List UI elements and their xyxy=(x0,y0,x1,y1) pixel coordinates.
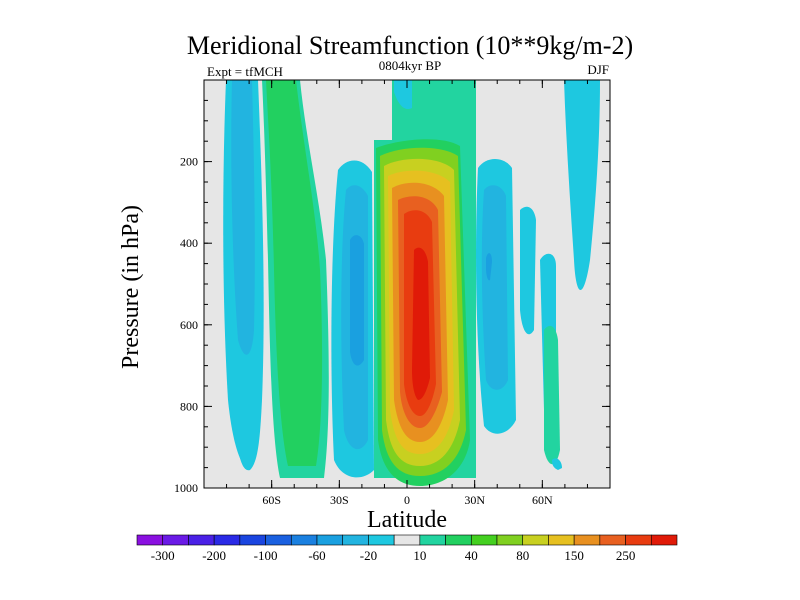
axis-ticks: 60S 30S 0 30N 60N 200 400 600 800 1000 xyxy=(174,80,610,507)
colorbar-box xyxy=(496,534,524,546)
y-tick-label: 400 xyxy=(180,236,198,250)
season-label: DJF xyxy=(587,62,609,77)
contour-cell-top xyxy=(392,80,476,150)
y-tick-label: 800 xyxy=(180,399,198,413)
y-tick-label: 600 xyxy=(180,318,198,332)
colorbar-box xyxy=(548,534,575,546)
colorbar-box xyxy=(136,534,164,546)
colorbar-box xyxy=(522,534,549,546)
contour-cell-l8 xyxy=(412,247,430,400)
contour-polar-n-outer xyxy=(564,80,600,290)
experiment-label: Expt = tfMCH xyxy=(207,64,283,79)
colorbar-box xyxy=(573,534,601,546)
colorbar-label: 40 xyxy=(465,548,478,563)
y-tick-label: 200 xyxy=(180,155,198,169)
colorbar-label: -20 xyxy=(360,548,377,563)
contour-ferrel-s-inner xyxy=(266,80,323,466)
colorbar-box xyxy=(162,534,189,546)
colorbar-label: -100 xyxy=(254,548,278,563)
x-tick-label: 0 xyxy=(404,493,410,507)
time-label: 0804kyr BP xyxy=(379,58,441,73)
contour-ferrel-n-inner xyxy=(481,185,508,390)
x-tick-label: 30S xyxy=(330,493,349,507)
contour-ferrel-n-core xyxy=(486,253,492,281)
chart-title: Meridional Streamfunction (10**9kg/m-2) xyxy=(187,31,633,60)
colorbar-box xyxy=(342,534,369,546)
colorbar-box xyxy=(393,534,421,546)
colorbar-box xyxy=(470,534,498,546)
x-tick-label: 60N xyxy=(532,493,553,507)
contour-ferrel-n-tail xyxy=(520,206,536,335)
colorbar-label: -300 xyxy=(151,548,175,563)
x-tick-label: 30N xyxy=(464,493,485,507)
colorbar-box xyxy=(650,534,678,546)
colorbar-label: 150 xyxy=(564,548,584,563)
x-axis-label: Latitude xyxy=(367,507,447,533)
contour-polar-n-fringe xyxy=(552,458,562,470)
colorbar-box xyxy=(290,534,318,546)
colorbar-box xyxy=(316,534,344,546)
colorbar-box xyxy=(368,534,395,546)
contour-hadley-s-core xyxy=(350,235,364,366)
colorbar: -300 -200 -100 -60 -20 10 40 80 150 250 xyxy=(136,534,678,563)
colorbar-box xyxy=(445,534,472,546)
colorbar-label: -60 xyxy=(308,548,325,563)
y-tick-label: 1000 xyxy=(174,481,198,495)
colorbar-box xyxy=(265,534,292,546)
colorbar-box xyxy=(213,534,241,546)
contour-polar-s-inner xyxy=(231,80,255,355)
colorbar-label: 10 xyxy=(413,548,426,563)
y-axis-label: Pressure (in hPa) xyxy=(118,205,144,369)
colorbar-box xyxy=(188,534,215,546)
colorbar-label: -200 xyxy=(202,548,226,563)
contour-field xyxy=(223,80,600,486)
colorbar-box xyxy=(599,534,626,546)
colorbar-box xyxy=(239,534,266,546)
contour-top-green-b xyxy=(456,80,476,102)
colorbar-label: 250 xyxy=(616,548,636,563)
colorbar-box xyxy=(419,534,446,546)
contour-bottom-s-fringe xyxy=(238,415,252,471)
colorbar-label: 80 xyxy=(516,548,529,563)
colorbar-box xyxy=(625,534,652,546)
x-tick-label: 60S xyxy=(262,493,281,507)
contour-polar-n-green xyxy=(544,325,560,465)
